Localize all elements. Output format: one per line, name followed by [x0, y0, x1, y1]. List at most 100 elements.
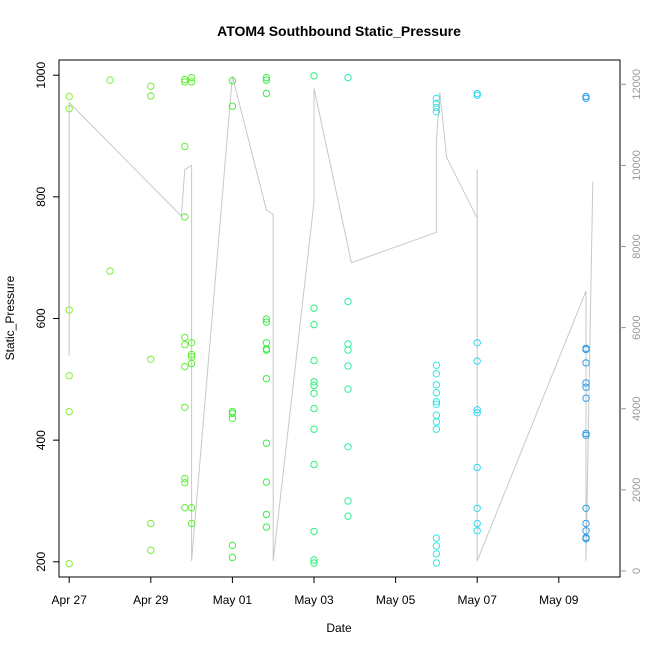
scatter-point	[147, 92, 155, 100]
y2-tick-label: 8000	[631, 234, 643, 258]
scatter-point	[432, 94, 441, 103]
scatter-point	[310, 320, 318, 329]
right-axis-line-series	[68, 76, 594, 561]
scatter-point	[432, 398, 441, 406]
y-axis-label: Static_Pressure	[3, 275, 17, 360]
scatter-point	[432, 559, 441, 567]
x-tick-label: May 09	[539, 593, 579, 607]
scatter-point	[181, 333, 189, 342]
scatter-point	[65, 407, 73, 416]
scatter-point	[228, 553, 237, 562]
scatter-point	[582, 379, 590, 387]
scatter-point	[181, 75, 189, 84]
scatter-series	[65, 72, 590, 568]
x-tick-label: May 07	[458, 593, 498, 607]
scatter-point	[310, 559, 318, 567]
y2-tick-label: 10000	[631, 150, 643, 181]
y-tick-label: 400	[34, 430, 48, 450]
scatter-point	[262, 523, 271, 531]
scatter-point	[432, 534, 441, 542]
scatter-point	[344, 512, 352, 520]
scatter-point	[181, 362, 189, 371]
y2-tick-label: 0	[631, 568, 643, 574]
scatter-point	[147, 546, 155, 554]
scatter-point	[147, 519, 155, 528]
x-tick-label: Apr 29	[133, 593, 169, 607]
scatter-point	[432, 418, 441, 426]
scatter-point	[262, 510, 271, 519]
scatter-point	[582, 94, 590, 103]
scatter-point	[432, 425, 441, 433]
y-tick-label: 800	[34, 187, 48, 207]
scatter-point	[262, 346, 271, 354]
y2-tick-label: 2000	[631, 478, 643, 502]
scatter-point	[473, 409, 481, 417]
scatter-point	[473, 463, 481, 472]
scatter-point	[228, 409, 237, 418]
scatter-point	[187, 350, 196, 359]
scatter-point	[262, 73, 271, 82]
x-tick-label: Apr 27	[52, 593, 88, 607]
scatter-point	[181, 213, 189, 221]
scatter-point	[262, 89, 271, 98]
scatter-point	[344, 346, 352, 354]
scatter-point	[181, 142, 189, 151]
scatter-point	[262, 318, 271, 326]
scatter-point	[310, 527, 318, 536]
scatter-point	[310, 404, 318, 413]
scatter-point	[432, 542, 441, 550]
scatter-point	[262, 478, 271, 486]
scatter-point	[432, 550, 441, 558]
scatter-point	[310, 389, 318, 397]
scatter-point	[228, 414, 237, 422]
scatter-point	[432, 389, 441, 397]
scatter-point	[432, 381, 441, 389]
scatter-point	[432, 103, 441, 112]
scatter-point	[181, 504, 189, 512]
scatter-point	[187, 73, 196, 82]
scatter-point	[147, 82, 155, 90]
scatter-point	[473, 406, 481, 414]
x-tick-label: May 03	[294, 593, 334, 607]
scatter-point	[473, 504, 481, 512]
scatter-point	[432, 99, 441, 107]
scatter-point	[432, 400, 441, 408]
chart-title: ATOM4 Southbound Static_Pressure	[217, 23, 461, 39]
y2-tick-label: 4000	[631, 396, 643, 420]
scatter-point	[106, 267, 114, 275]
scatter-point	[432, 411, 441, 419]
scatter-point	[473, 527, 481, 535]
scatter-point	[181, 479, 189, 487]
scatter-point	[181, 474, 189, 483]
scatter-point	[344, 443, 352, 451]
scatter-point	[582, 504, 590, 512]
scatter-point	[310, 381, 318, 390]
x-tick-label: May 05	[376, 593, 416, 607]
scatter-point	[65, 105, 73, 113]
scatter-point	[582, 359, 590, 367]
scatter-point	[432, 361, 441, 369]
scatter-point	[310, 72, 318, 80]
scatter-point	[473, 519, 481, 528]
scatter-point	[65, 306, 73, 314]
scatter-point	[582, 535, 590, 543]
scatter-point	[310, 556, 318, 564]
scatter-point	[582, 345, 590, 354]
y2-tick-label: 6000	[631, 315, 643, 339]
scatter-point	[310, 460, 318, 469]
scatter-point	[181, 341, 189, 349]
y-tick-label: 1000	[34, 62, 48, 89]
scatter-point	[473, 91, 481, 100]
scatter-point	[310, 378, 318, 386]
scatter-point	[106, 76, 114, 84]
scatter-point	[228, 541, 237, 550]
x-tick-label: May 01	[213, 593, 253, 607]
scatter-point	[344, 497, 352, 505]
scatter-point	[582, 431, 590, 439]
altitude-line	[68, 76, 594, 561]
scatter-point	[262, 315, 271, 323]
scatter-point	[262, 439, 271, 447]
plot-frame	[58, 59, 621, 578]
scatter-point	[228, 102, 237, 110]
